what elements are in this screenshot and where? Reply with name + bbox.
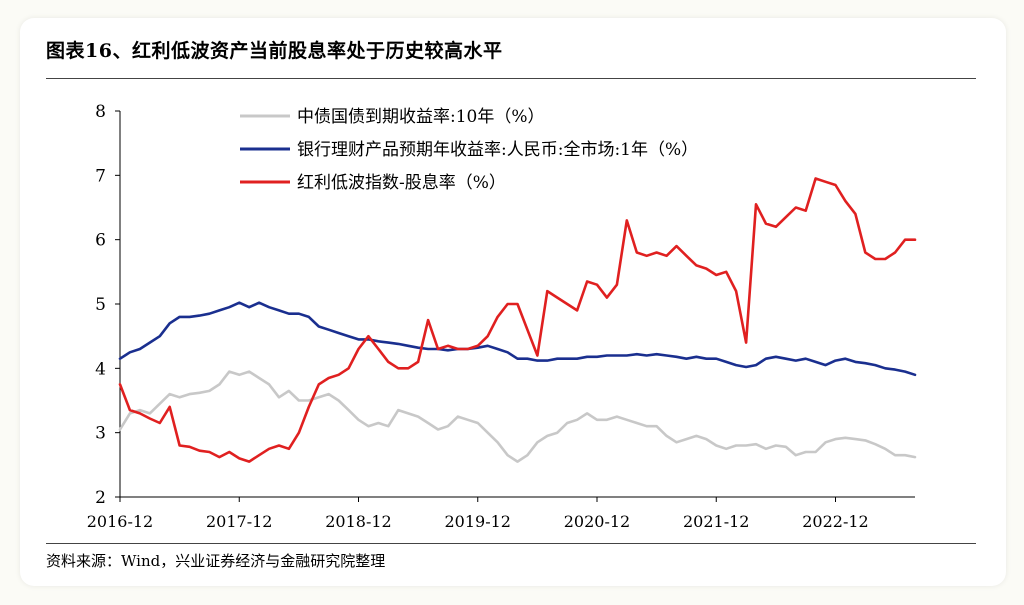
legend-label-1: 中债国债到期收益率:10年（%） [297, 107, 545, 127]
y-tick-label: 2 [95, 488, 106, 508]
y-tick-label: 4 [95, 359, 106, 379]
legend-label-3: 红利低波指数-股息率（%） [297, 173, 506, 193]
x-tick-label: 2017-12 [206, 512, 272, 531]
legend-label-2: 银行理财产品预期年收益率:人民币:全市场:1年（%） [297, 140, 698, 160]
x-tick-label: 2019-12 [445, 512, 511, 531]
source-divider [46, 543, 976, 544]
source-note: 资料来源：Wind，兴业证券经济与金融研究院整理 [46, 552, 386, 570]
y-tick-label: 6 [95, 231, 106, 251]
y-tick-label: 5 [95, 295, 106, 315]
x-tick-label: 2016-12 [87, 512, 153, 531]
figure-title: 图表16、红利低波资产当前股息率处于历史较高水平 [46, 40, 503, 62]
x-tick-label: 2022-12 [802, 512, 868, 531]
y-tick-label: 7 [95, 166, 106, 186]
legend: 中债国债到期收益率:10年（%） 银行理财产品预期年收益率:人民币:全市场:1年（… [240, 107, 698, 193]
series-line-3 [118, 177, 917, 463]
series-lines [118, 177, 917, 463]
y-tick-label: 8 [95, 102, 106, 122]
x-tick-label: 2018-12 [325, 512, 391, 531]
axes: 2 3 4 5 6 7 8 2016-12 2017-12 2018-12 2019-12 2020-… [87, 102, 915, 531]
y-tick-label: 3 [95, 424, 106, 444]
x-tick-label: 2020-12 [564, 512, 630, 531]
x-tick-label: 2021-12 [683, 512, 749, 531]
figure-card [20, 18, 1006, 586]
series-line-1 [118, 370, 917, 463]
title-divider [46, 78, 976, 79]
series-line-2 [118, 301, 917, 377]
